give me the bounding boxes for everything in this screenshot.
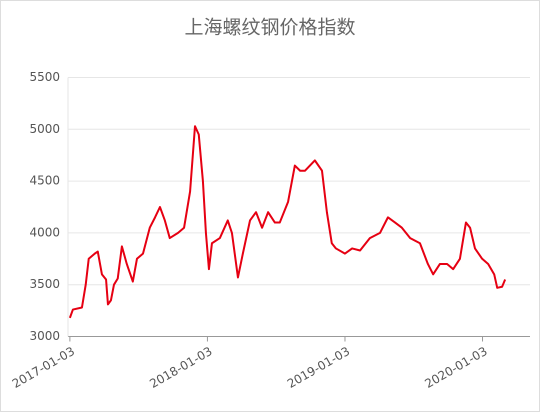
y-tick-label: 5000 xyxy=(29,122,60,136)
y-tick-label: 4500 xyxy=(29,174,60,188)
chart-title: 上海螺纹钢价格指数 xyxy=(184,17,355,39)
y-tick-label: 3500 xyxy=(29,277,60,291)
y-tick-label: 5500 xyxy=(29,70,60,84)
y-tick-label: 4000 xyxy=(29,225,60,239)
price-line xyxy=(68,125,507,319)
y-tick-label: 3000 xyxy=(29,329,60,343)
